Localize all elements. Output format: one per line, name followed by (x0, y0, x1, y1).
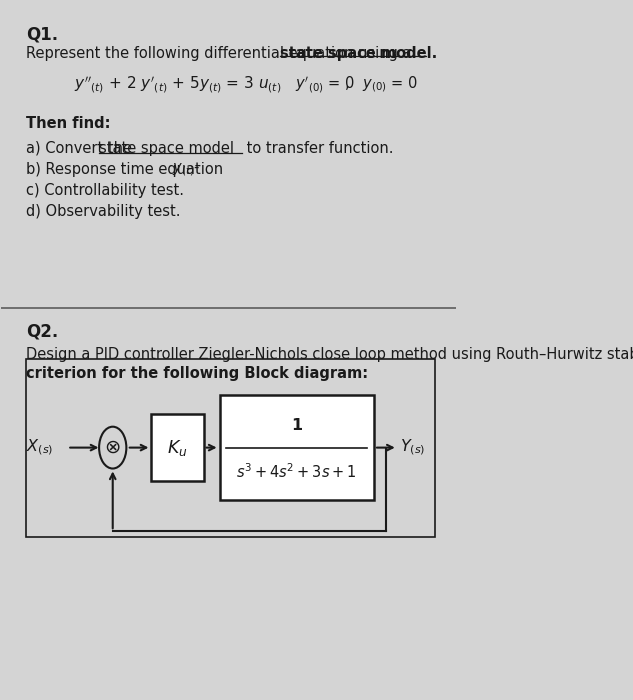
Text: $y'_{(0)}$ = 0: $y'_{(0)}$ = 0 (294, 75, 354, 94)
Text: 1: 1 (291, 418, 303, 433)
Text: state space model: state space model (99, 141, 234, 156)
Text: c) Controllability test.: c) Controllability test. (27, 183, 184, 197)
Text: $X_{(s)}$: $X_{(s)}$ (27, 438, 54, 457)
Text: Q1.: Q1. (27, 26, 58, 44)
Text: b) Response time equation: b) Response time equation (27, 162, 228, 176)
Text: to transfer function.: to transfer function. (242, 141, 394, 156)
Text: $Y_{(s)}$: $Y_{(s)}$ (401, 438, 426, 457)
Text: criterion for the following Block diagram:: criterion for the following Block diagra… (27, 366, 368, 381)
Text: Q2.: Q2. (27, 322, 59, 340)
Bar (220, 395, 374, 500)
Text: a) Convert the: a) Convert the (27, 141, 137, 156)
Bar (27, 359, 436, 537)
Bar (151, 414, 204, 481)
Text: $s^3 + 4s^2 + 3s + 1$: $s^3 + 4s^2 + 3s + 1$ (237, 463, 357, 482)
Text: $K_u$: $K_u$ (167, 438, 188, 458)
Text: Represent the following differential equation using a: Represent the following differential equ… (27, 46, 417, 61)
Text: Then find:: Then find: (27, 116, 111, 132)
Text: d) Observability test.: d) Observability test. (27, 204, 181, 218)
Text: Design a PID controller Ziegler-Nichols close loop method using Routh–Hurwitz st: Design a PID controller Ziegler-Nichols … (27, 346, 633, 361)
Text: $y_{(t)}$-: $y_{(t)}$- (172, 162, 200, 178)
Text: ,   $y_{(0)}$ = 0: , $y_{(0)}$ = 0 (344, 75, 418, 94)
Text: ⊗: ⊗ (104, 438, 121, 457)
Text: $y''_{(t)}$ + 2 $y'_{(t)}$ + 5$y_{(t)}$ = 3 $u_{(t)}$: $y''_{(t)}$ + 2 $y'_{(t)}$ + 5$y_{(t)}$ … (74, 75, 282, 94)
Text: state space model.: state space model. (280, 46, 437, 61)
